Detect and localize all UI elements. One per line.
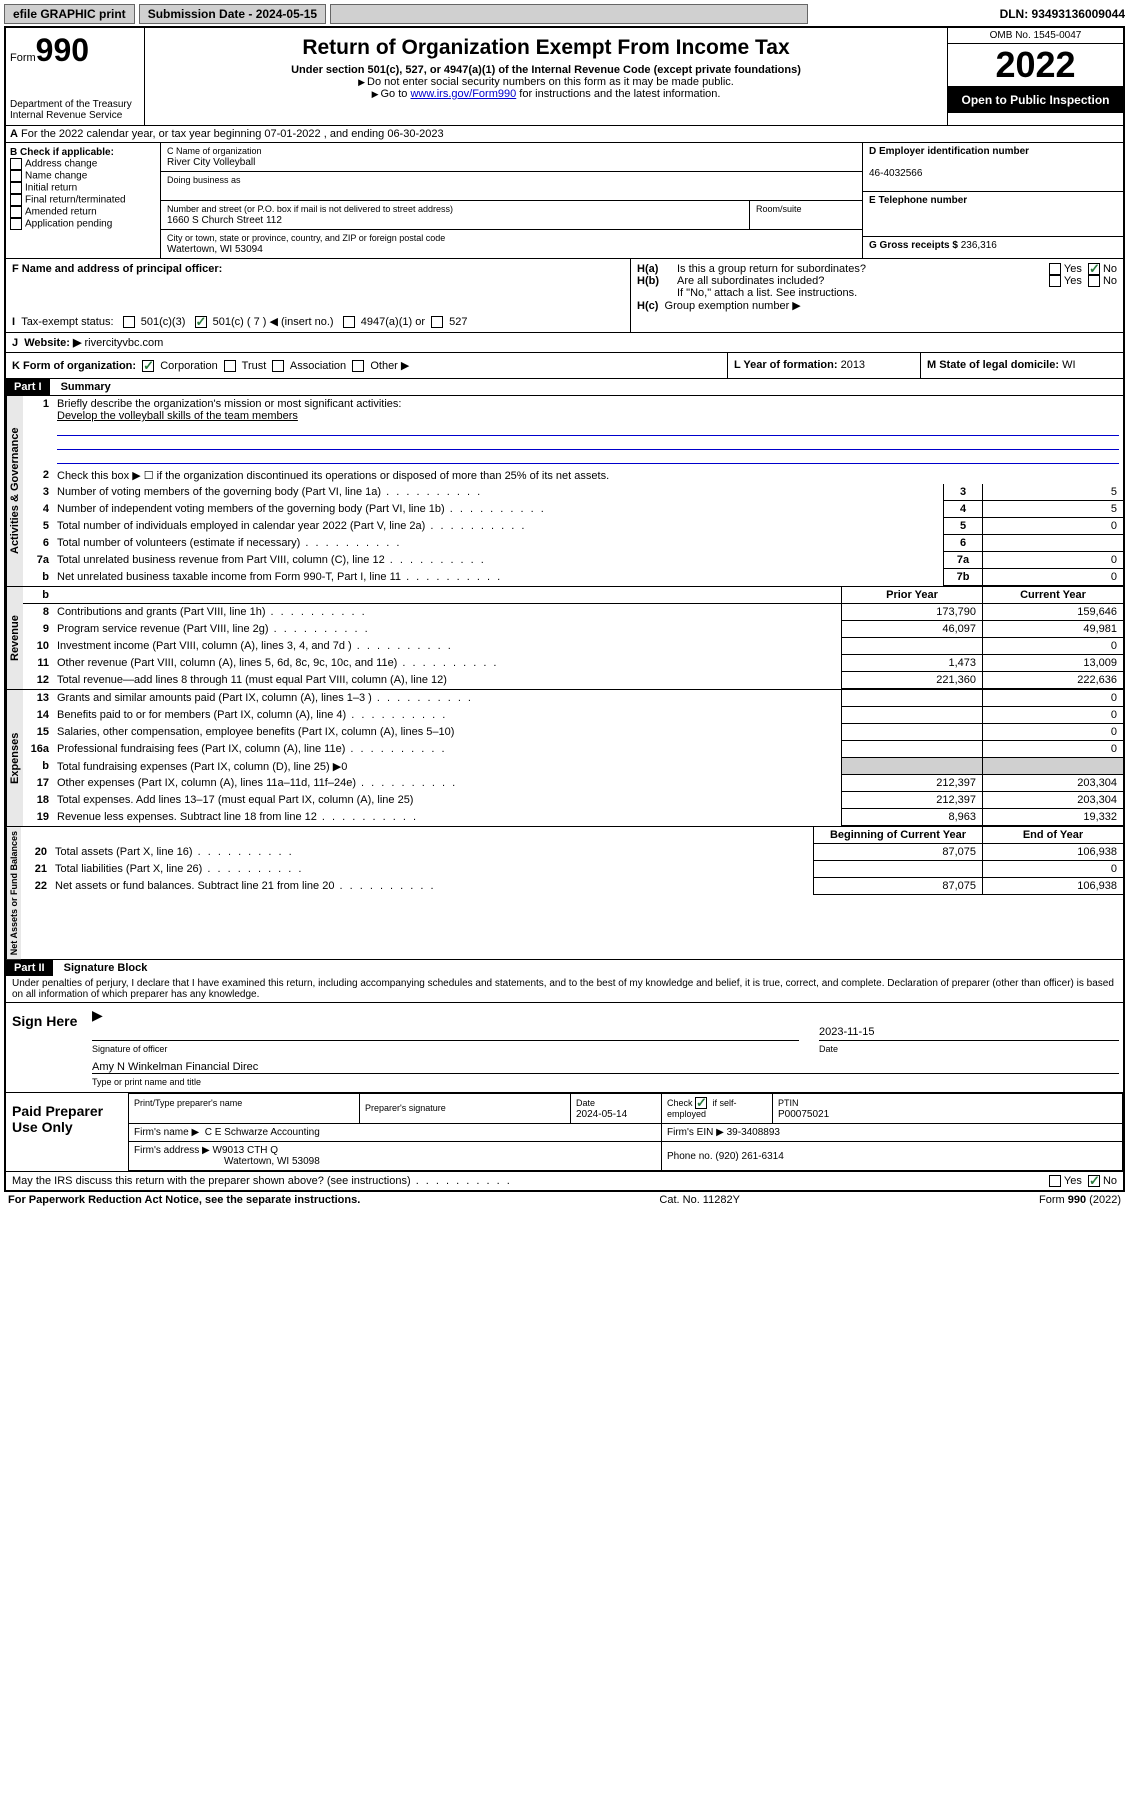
section-bcde: B Check if applicable: Address change Na… (6, 143, 1123, 259)
pra-notice: For Paperwork Reduction Act Notice, see … (8, 1194, 360, 1206)
checkbox-corp[interactable] (142, 360, 154, 372)
checkbox-initial[interactable] (10, 182, 22, 194)
sign-here-section: Sign Here Signature of officer 2023-11-1… (6, 1002, 1123, 1092)
sign-here-body: Signature of officer 2023-11-15 Date Amy… (88, 1003, 1123, 1092)
row-klm: K Form of organization: Corporation Trus… (6, 353, 1123, 379)
instr2: Go to www.irs.gov/Form990 for instructio… (149, 88, 943, 100)
tax-year: 2022 (948, 44, 1123, 87)
checkbox-final[interactable] (10, 194, 22, 206)
vert-governance: Activities & Governance (6, 396, 23, 586)
irs-text: Internal Revenue Service (10, 110, 140, 121)
header-left: Form990 Department of the Treasury Inter… (6, 28, 145, 125)
form-subtitle: Under section 501(c), 527, or 4947(a)(1)… (149, 64, 943, 76)
part2-title: Signature Block (56, 960, 156, 976)
declaration: Under penalties of perjury, I declare th… (6, 976, 1123, 1002)
may-irs-row: May the IRS discuss this return with the… (6, 1171, 1123, 1190)
checkbox-ha-no[interactable] (1088, 263, 1100, 275)
part1-badge: Part I (6, 379, 50, 395)
vert-revenue: Revenue (6, 587, 23, 689)
part1-title: Summary (53, 379, 119, 395)
vert-netassets: Net Assets or Fund Balances (6, 827, 21, 959)
header-right: OMB No. 1545-0047 2022 Open to Public In… (947, 28, 1123, 125)
checkbox-pending[interactable] (10, 218, 22, 230)
form-label: Form (10, 52, 36, 64)
section-expenses: Expenses 13Grants and similar amounts pa… (6, 689, 1123, 826)
form-container: Form990 Department of the Treasury Inter… (4, 26, 1125, 1192)
form-header: Form990 Department of the Treasury Inter… (6, 28, 1123, 126)
spacer-button (330, 4, 808, 24)
form-title: Return of Organization Exempt From Incom… (149, 36, 943, 60)
instr1: Do not enter social security numbers on … (149, 76, 943, 88)
checkbox-irs-yes[interactable] (1049, 1175, 1061, 1187)
part2-header-row: Part II Signature Block (6, 959, 1123, 976)
checkbox-hb-yes[interactable] (1049, 275, 1061, 287)
paid-preparer-section: Paid Preparer Use Only Print/Type prepar… (6, 1092, 1123, 1171)
section-revenue: Revenue bPrior YearCurrent Year 8Contrib… (6, 586, 1123, 689)
top-bar: efile GRAPHIC print Submission Date - 20… (4, 4, 1125, 24)
irs-link[interactable]: www.irs.gov/Form990 (410, 88, 516, 100)
checkbox-address[interactable] (10, 158, 22, 170)
checkbox-irs-no[interactable] (1088, 1175, 1100, 1187)
box-c: C Name of organizationRiver City Volleyb… (161, 143, 862, 258)
checkbox-other[interactable] (352, 360, 364, 372)
open-public: Open to Public Inspection (948, 87, 1123, 113)
checkbox-amended[interactable] (10, 206, 22, 218)
preparer-table: Print/Type preparer's name Preparer's si… (128, 1093, 1123, 1171)
row-j: J Website: ▶ rivercityvbc.com (6, 333, 1123, 353)
box-de: D Employer identification number46-40325… (862, 143, 1123, 258)
section-governance: Activities & Governance 1 Briefly descri… (6, 395, 1123, 586)
section-fh: F Name and address of principal officer:… (6, 259, 1123, 333)
checkbox-527[interactable] (431, 316, 443, 328)
vert-expenses: Expenses (6, 690, 23, 826)
box-f-label: F Name and address of principal officer: (12, 263, 222, 275)
checkbox-hb-no[interactable] (1088, 275, 1100, 287)
section-netassets: Net Assets or Fund Balances Beginning of… (6, 826, 1123, 959)
checkbox-trust[interactable] (224, 360, 236, 372)
dept-text: Department of the Treasury (10, 99, 140, 110)
efile-button[interactable]: efile GRAPHIC print (4, 4, 135, 24)
header-center: Return of Organization Exempt From Incom… (145, 28, 947, 125)
checkbox-501c[interactable] (195, 316, 207, 328)
sign-here-label: Sign Here (6, 1003, 88, 1092)
checkbox-assoc[interactable] (272, 360, 284, 372)
row-a: A For the 2022 calendar year, or tax yea… (6, 126, 1123, 143)
submission-button[interactable]: Submission Date - 2024-05-15 (139, 4, 326, 24)
checkbox-ha-yes[interactable] (1049, 263, 1061, 275)
paid-preparer-label: Paid Preparer Use Only (6, 1093, 128, 1171)
checkbox-501c3[interactable] (123, 316, 135, 328)
dln-text: DLN: 93493136009044 (1000, 7, 1125, 21)
part1-header-row: Part I Summary (6, 379, 1123, 395)
checkbox-name[interactable] (10, 170, 22, 182)
box-b: B Check if applicable: Address change Na… (6, 143, 161, 258)
checkbox-4947[interactable] (343, 316, 355, 328)
footer: For Paperwork Reduction Act Notice, see … (4, 1192, 1125, 1208)
omb-number: OMB No. 1545-0047 (948, 28, 1123, 44)
part2-badge: Part II (6, 960, 53, 976)
box-h: H(a)Is this a group return for subordina… (630, 259, 1123, 332)
form-number: 990 (36, 32, 89, 68)
cat-no: Cat. No. 11282Y (659, 1194, 740, 1206)
form-ref: Form 990 (2022) (1039, 1194, 1121, 1206)
